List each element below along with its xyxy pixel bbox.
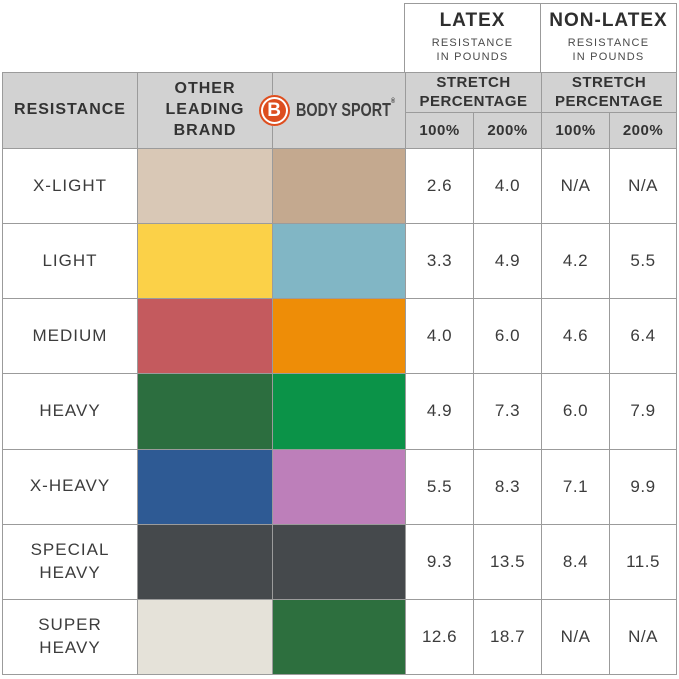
- value-cell: 6.4: [610, 299, 676, 374]
- value-cell: N/A: [610, 599, 676, 674]
- value-cell: 5.5: [610, 224, 676, 299]
- row-label-medium: MEDIUM: [3, 299, 137, 374]
- bodysport-swatch: [273, 449, 405, 524]
- brand-name: BODY SPORT: [295, 100, 391, 120]
- bodysport-swatch: [273, 224, 405, 299]
- table-grid: RESISTANCE OTHER LEADING BRAND B BODY SP…: [2, 72, 677, 675]
- value-cell: 9.3: [406, 524, 473, 599]
- nonlatex-100pct-header: 100%: [542, 113, 609, 148]
- value-cell: 4.9: [474, 224, 541, 299]
- other-brand-swatch: [138, 374, 272, 449]
- bodysport-logo: B BODY SPORT®: [258, 95, 420, 126]
- nonlatex-stretch-header: STRETCH PERCENTAGE: [542, 73, 676, 112]
- latex-subtitle: RESISTANCE IN POUNDS: [431, 36, 514, 64]
- other-brand-swatch: [138, 149, 272, 224]
- other-brand-swatch: [138, 599, 272, 674]
- nonlatex-200pct-header: 200%: [610, 113, 676, 148]
- row-label-special-heavy: SPECIAL HEAVY: [3, 524, 137, 599]
- value-cell: N/A: [542, 599, 609, 674]
- other-brand-swatch: [138, 524, 272, 599]
- resistance-column-header: RESISTANCE: [3, 73, 137, 148]
- value-cell: 8.4: [542, 524, 609, 599]
- value-cell: 9.9: [610, 449, 676, 524]
- value-cell: 4.0: [406, 299, 473, 374]
- bodysport-swatch: [273, 299, 405, 374]
- value-cell: 4.2: [542, 224, 609, 299]
- nonlatex-header-box: NON-LATEX RESISTANCE IN POUNDS: [540, 3, 677, 73]
- latex-200pct-header: 200%: [474, 113, 541, 148]
- row-label-super-heavy: SUPER HEAVY: [3, 599, 137, 674]
- value-cell: N/A: [610, 149, 676, 224]
- value-cell: 4.6: [542, 299, 609, 374]
- other-brand-column-header: OTHER LEADING BRAND: [138, 73, 272, 148]
- value-cell: 2.6: [406, 149, 473, 224]
- row-label-light: LIGHT: [3, 224, 137, 299]
- value-cell: 7.3: [474, 374, 541, 449]
- value-cell: 4.9: [406, 374, 473, 449]
- row-label-x-heavy: X-HEAVY: [3, 449, 137, 524]
- nonlatex-subtitle: RESISTANCE IN POUNDS: [567, 36, 650, 64]
- value-cell: 18.7: [474, 599, 541, 674]
- value-cell: N/A: [542, 149, 609, 224]
- row-label-heavy: HEAVY: [3, 374, 137, 449]
- bodysport-column-header: B BODY SPORT®: [258, 73, 405, 148]
- value-cell: 11.5: [610, 524, 676, 599]
- latex-header-box: LATEX RESISTANCE IN POUNDS: [404, 3, 541, 73]
- value-cell: 13.5: [474, 524, 541, 599]
- value-cell: 7.1: [542, 449, 609, 524]
- latex-100pct-header: 100%: [406, 113, 473, 148]
- value-cell: 12.6: [406, 599, 473, 674]
- latex-title: LATEX: [439, 9, 506, 31]
- bodysport-swatch: [273, 599, 405, 674]
- other-brand-swatch: [138, 224, 272, 299]
- value-cell: 8.3: [474, 449, 541, 524]
- bodysport-logo-text: BODY SPORT®: [295, 98, 395, 121]
- value-cell: 7.9: [610, 374, 676, 449]
- value-cell: 5.5: [406, 449, 473, 524]
- nonlatex-title: NON-LATEX: [549, 9, 668, 31]
- value-cell: 6.0: [542, 374, 609, 449]
- row-label-x-light: X-LIGHT: [3, 149, 137, 224]
- value-cell: 3.3: [406, 224, 473, 299]
- bodysport-swatch: [273, 149, 405, 224]
- bodysport-swatch: [273, 524, 405, 599]
- bodysport-swatch: [273, 374, 405, 449]
- latex-stretch-header: STRETCH PERCENTAGE: [406, 73, 541, 112]
- other-brand-swatch: [138, 449, 272, 524]
- top-header-boxes: LATEX RESISTANCE IN POUNDS NON-LATEX RES…: [404, 3, 677, 73]
- value-cell: 4.0: [474, 149, 541, 224]
- bodysport-logo-icon: B: [258, 95, 290, 126]
- registered-trademark-icon: ®: [390, 98, 395, 105]
- value-cell: 6.0: [474, 299, 541, 374]
- other-brand-swatch: [138, 299, 272, 374]
